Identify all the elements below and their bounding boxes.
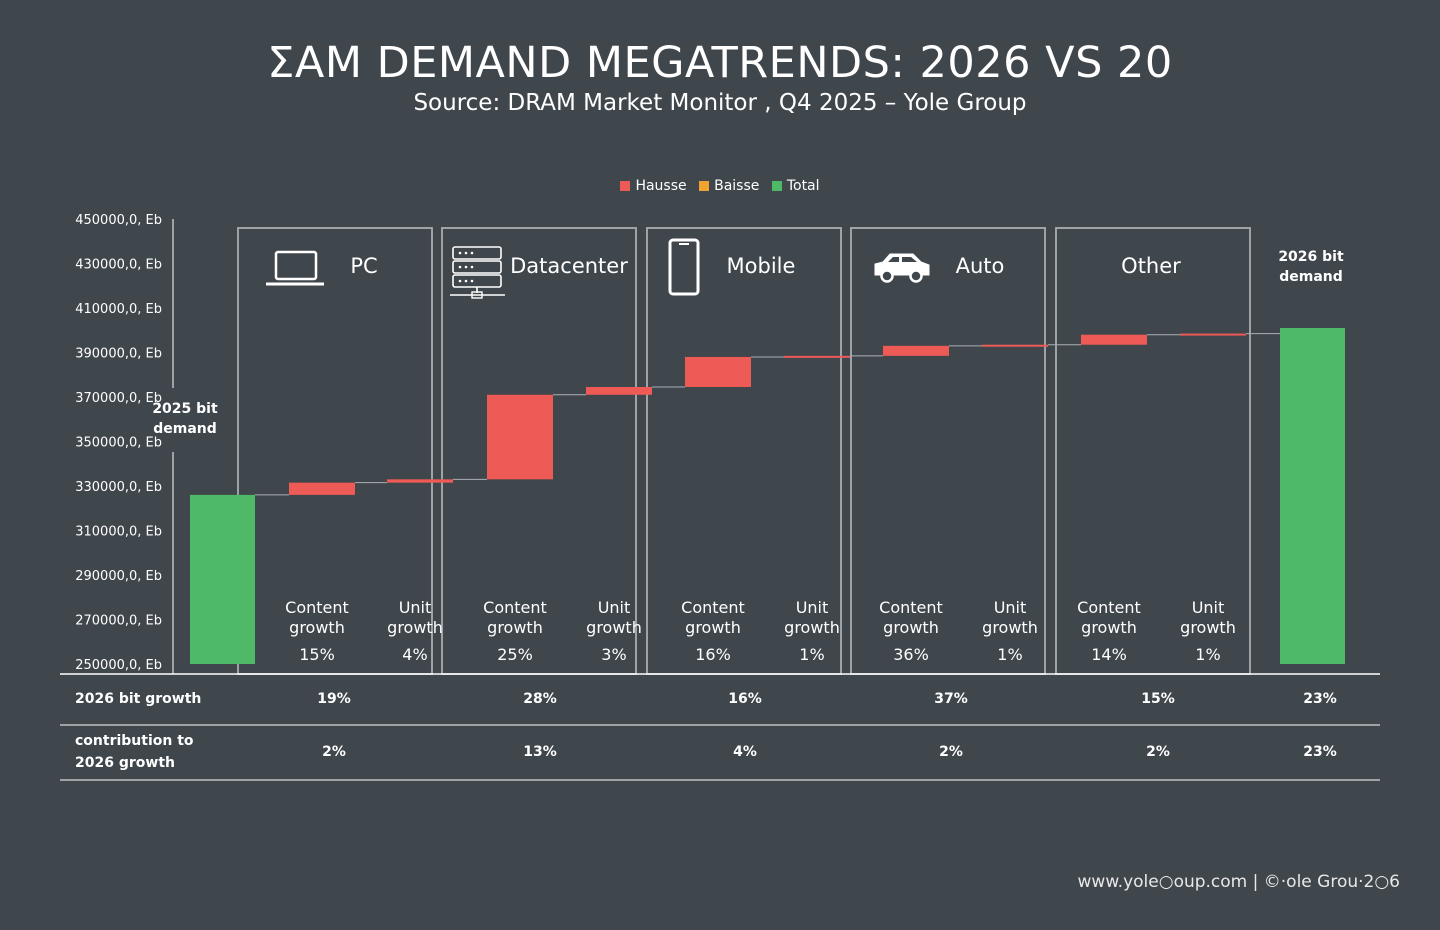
contribution-mobile: 4% [733,744,757,760]
contribution-other: 2% [1146,744,1170,760]
y-tick-label: 250000,0, Eb [75,658,162,673]
legend-item-hausse: Hausse [620,178,687,194]
step-label-line2: growth [685,618,741,637]
legend-label-hausse: Hausse [635,178,687,194]
start-bar-label-line2: demand [153,421,217,437]
bar-datacenter-content [487,394,553,480]
step-pct-label: 1% [1195,645,1220,664]
step-label-line2: growth [289,618,345,637]
bit-growth-total: 23% [1303,691,1337,707]
panel-title-mobile: Mobile [727,254,796,278]
step-pct-label: 25% [497,645,533,664]
panel-title-datacenter: Datacenter [510,254,628,278]
step-label-line1: Content [285,598,349,617]
step-label-line2: growth [982,618,1038,637]
legend-label-total: Total [786,178,820,194]
step-label-line1: Unit [1192,598,1225,617]
step-label-line1: Unit [796,598,829,617]
step-label-line1: Unit [399,598,432,617]
panel-title-auto: Auto [956,254,1005,278]
contribution-datacenter: 13% [523,744,557,760]
y-tick-label: 310000,0, Eb [75,525,162,540]
step-pct-label: 1% [997,645,1022,664]
bar-pc-content [289,482,355,495]
contribution-total: 23% [1303,744,1337,760]
table-row-label-contribution-line2: 2026 growth [75,755,175,771]
step-label-line1: Unit [994,598,1027,617]
panel-title-other: Other [1121,254,1181,278]
bar-start-total [190,494,255,664]
y-tick-label: 430000,0, Eb [75,258,162,273]
step-label-line2: growth [883,618,939,637]
step-pct-label: 3% [601,645,626,664]
legend-swatch-baisse [699,181,710,191]
bar-auto-content [883,345,949,356]
step-label-line2: growth [1081,618,1137,637]
step-pct-label: 14% [1091,645,1127,664]
step-pct-label: 1% [799,645,824,664]
step-label-line1: Content [879,598,943,617]
laptop-icon [266,250,324,286]
footer-copyright: www.yole○oup.com | ©·ole Grou·2○6 [1077,872,1400,892]
bar-datacenter-unit [586,386,652,395]
bar-other-content [1081,334,1147,345]
step-label-line2: growth [1180,618,1236,637]
step-pct-label: 15% [299,645,335,664]
legend-swatch-total [771,181,782,191]
legend-item-baisse: Baisse [699,178,759,194]
legend-item-total: Total [771,178,820,194]
bar-end-total [1280,328,1345,664]
bit-growth-other: 15% [1141,691,1175,707]
bit-growth-auto: 37% [934,691,968,707]
step-pct-label: 36% [893,645,929,664]
step-label-line2: growth [387,618,443,637]
bar-mobile-content [685,356,751,387]
contribution-pc: 2% [322,744,346,760]
bar-mobile-unit [784,355,850,358]
smartphone-icon [668,238,700,296]
start-bar-label-line1: 2025 bit [152,401,218,417]
bit-growth-mobile: 16% [728,691,762,707]
y-tick-label: 330000,0, Eb [75,480,162,495]
bar-other-unit [1180,333,1246,336]
panel-title-pc: PC [350,254,377,278]
table-row-label-contribution-line1: contribution to [75,733,194,749]
bar-pc-unit [387,479,453,483]
step-label-line2: growth [784,618,840,637]
step-label-line2: growth [586,618,642,637]
step-pct-label: 4% [402,645,427,664]
page-subtitle: Source: DRAM Market Monitor , Q4 2025 – … [413,90,1027,116]
page-title: ƩAM DEMAND MEGATRENDS: 2026 VS 20 [267,38,1173,88]
contribution-auto: 2% [939,744,963,760]
legend-label-baisse: Baisse [714,178,760,194]
step-label-line1: Unit [598,598,631,617]
step-label-line1: Content [1077,598,1141,617]
y-tick-label: 270000,0, Eb [75,614,162,629]
step-label-line2: growth [487,618,543,637]
y-tick-label: 410000,0, Eb [75,302,162,317]
step-label-line1: Content [681,598,745,617]
bit-growth-datacenter: 28% [523,691,557,707]
y-tick-label: 350000,0, Eb [75,436,162,451]
step-pct-label: 16% [695,645,731,664]
bit-growth-pc: 19% [317,691,351,707]
car-icon [874,253,930,283]
legend-swatch-hausse [620,181,631,191]
end-bar-label-line1: 2026 bit [1278,249,1344,265]
y-tick-label: 390000,0, Eb [75,347,162,362]
server-icon [450,246,505,299]
chart-legend: Hausse Baisse Total [0,178,1440,194]
y-tick-label: 370000,0, Eb [75,391,162,406]
y-tick-label: 450000,0, Eb [75,213,162,228]
step-label-line1: Content [483,598,547,617]
table-row-label-bit-growth: 2026 bit growth [75,691,201,707]
y-tick-label: 290000,0, Eb [75,569,162,584]
bar-auto-unit [982,344,1048,347]
end-bar-label-line2: demand [1279,269,1343,285]
